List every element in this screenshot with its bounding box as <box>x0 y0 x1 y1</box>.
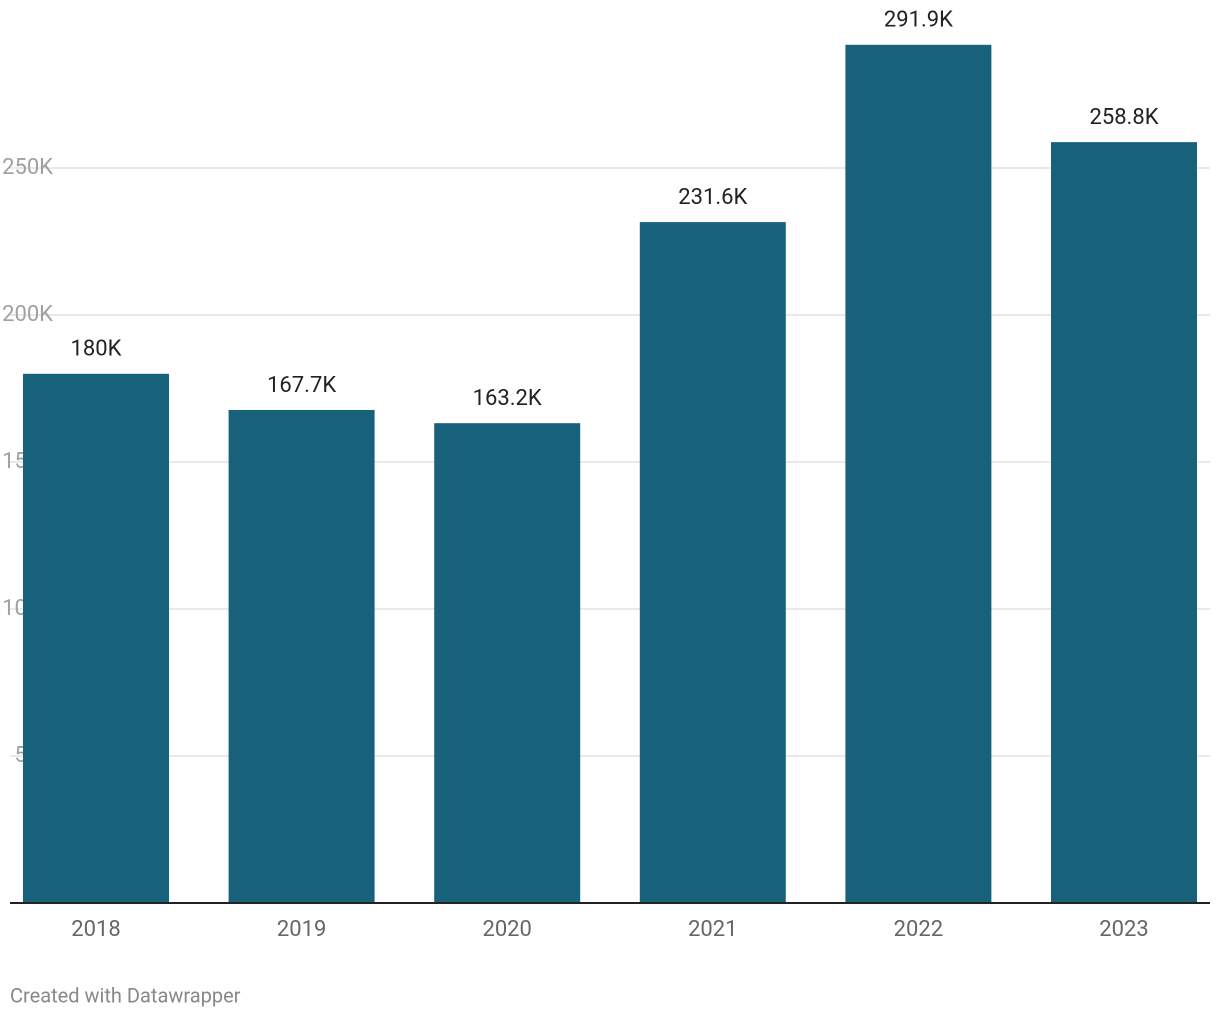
credit: Created with Datawrapper <box>10 983 241 1007</box>
bar <box>1051 142 1197 904</box>
value-label: 258.8K <box>1089 105 1158 130</box>
bar <box>228 409 375 903</box>
x-tick-label: 2022 <box>894 917 943 942</box>
x-tick-label: 2019 <box>277 917 326 942</box>
x-tick-label: 2018 <box>71 917 120 942</box>
value-label: 163.2K <box>473 386 542 411</box>
value-label: 291.9K <box>884 8 953 33</box>
x-tick-label: 2021 <box>688 917 737 942</box>
bar <box>434 423 581 903</box>
bar <box>845 44 992 903</box>
value-label: 167.7K <box>267 373 336 398</box>
x-tick-label: 2023 <box>1099 917 1148 942</box>
value-label: 180K <box>71 337 122 362</box>
y-tick-label: 250K <box>2 155 53 180</box>
x-tick-label: 2020 <box>482 917 531 942</box>
bar <box>639 222 786 903</box>
y-tick-label: 200K <box>2 302 53 327</box>
value-label: 231.6K <box>678 185 747 210</box>
bar <box>23 373 169 903</box>
